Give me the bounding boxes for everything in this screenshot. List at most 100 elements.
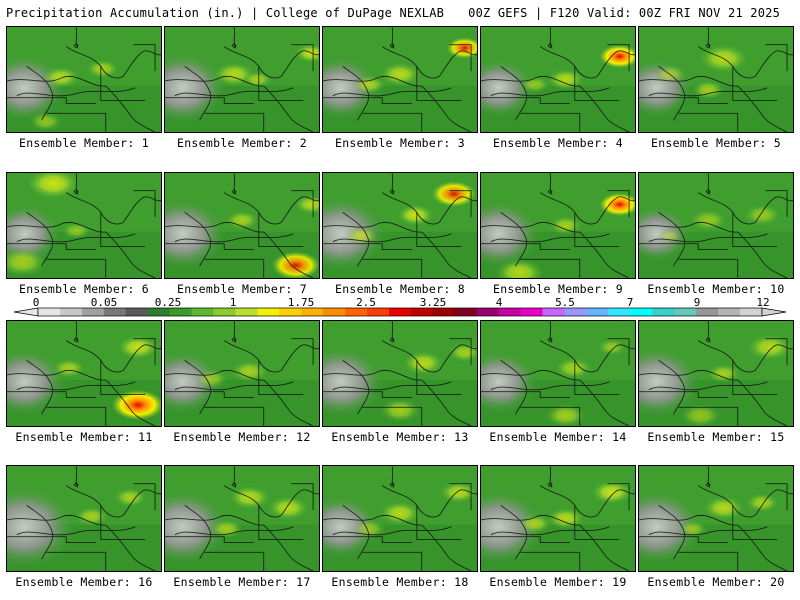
precip-maximum [52,359,85,378]
colorbar-segment [652,308,675,316]
precip-maximum [690,209,727,231]
colorbar-tick-label: 1 [229,296,237,309]
ensemble-member-map [6,465,162,572]
ensemble-member-label: Ensemble Member: 2 [176,136,308,150]
ensemble-member-map [6,172,162,279]
map-borders [323,466,477,571]
ensemble-member-label: Ensemble Member: 5 [650,136,782,150]
colorbar-segment [235,308,258,316]
low-precip-area [323,55,381,121]
colorbar-segment [81,308,105,316]
map-borders [481,466,635,571]
colorbar-segment [213,308,236,316]
precip-maximum [692,80,725,100]
precip-maximum [268,496,309,520]
colorbar-segment [520,308,543,316]
precip-colorbar [13,307,787,317]
precip-maximum [62,222,91,239]
ensemble-member-label: Ensemble Member: 6 [18,282,150,296]
precip-maximum [703,496,744,520]
ensemble-member-map [322,172,478,279]
map-borders [639,27,793,132]
colorbar-segment [542,308,565,316]
colorbar-segment [498,308,521,316]
colorbar-segment [301,308,324,316]
ensemble-member-label: Ensemble Member: 17 [173,575,311,589]
colorbar-segment [257,308,280,316]
precip-maximum [353,519,386,539]
map-borders [165,321,319,426]
precip-maximum [353,75,386,94]
precip-maximum [680,403,721,426]
colorbar-segment [740,308,763,316]
colorbar-tick-label: 9 [693,296,701,309]
precip-maximum [518,514,551,533]
ensemble-member-map [322,465,478,572]
precip-maximum [117,335,158,359]
colorbar-tick-label: 2.5 [356,296,376,309]
precip-maximum [744,204,781,226]
ensemble-member-label: Ensemble Member: 13 [331,430,469,444]
model-run-info: 00Z GEFS | F120 Valid: 00Z FRI NOV 21 20… [468,6,780,20]
ensemble-member-map [638,465,794,572]
colorbar-segment [103,308,127,316]
precip-maximum [591,480,632,504]
precip-maximum [195,369,228,388]
low-precip-area [481,488,546,566]
ensemble-member-map [638,172,794,279]
ensemble-member-label: Ensemble Member: 8 [334,282,466,296]
precip-maximum [678,520,707,538]
precip-maximum [545,403,586,426]
colorbar-segment [454,308,478,316]
ensemble-member-map [480,465,636,572]
colorbar-segment [323,308,346,316]
precip-maximum [29,112,62,131]
precip-maximum [431,181,476,207]
colorbar-tick-label: 12 [756,296,770,309]
colorbar-tick-label: 0 [32,296,40,309]
colorbar-tick-label: 4 [495,296,503,309]
low-precip-area [639,345,702,419]
ensemble-member-label: Ensemble Member: 14 [489,430,627,444]
precip-maximum [42,67,79,88]
precip-maximum [379,398,421,422]
colorbar-segment [367,308,390,316]
precip-maximum [549,216,582,235]
precip-maximum [440,481,477,503]
colorbar-segment [279,308,302,316]
low-precip-area [7,484,77,570]
precip-maximum [345,226,378,246]
low-precip-area [323,345,386,419]
low-precip-area [165,488,230,566]
colorbar-segment [674,308,697,316]
colorbar-segment [630,308,653,316]
ensemble-member-map [164,26,320,133]
low-precip-area [7,347,67,417]
map-borders [481,173,635,278]
low-precip-area [165,51,228,125]
precip-maximum [495,258,544,278]
colorbar-segment [59,308,83,316]
ensemble-member-map [480,26,636,133]
low-precip-area [165,197,228,271]
map-borders [481,27,635,132]
colorbar-segment [169,308,192,316]
precip-maximum [379,62,421,86]
map-borders [165,173,319,278]
colorbar-segment [345,308,368,316]
ensemble-member-map [164,320,320,427]
low-precip-area [323,494,381,560]
precip-maximum [403,351,444,375]
ensemble-member-map [6,320,162,427]
ensemble-member-label: Ensemble Member: 12 [173,430,311,444]
map-borders [323,173,477,278]
colorbar-segment [147,308,170,316]
map-borders [7,466,161,571]
colorbar-segment [586,308,609,316]
ensemble-member-map [322,26,478,133]
colorbar-segment [564,308,587,316]
ensemble-member-map [6,26,162,133]
precip-maximum [599,44,635,68]
colorbar-tick-label: 0.05 [90,296,118,309]
ensemble-member-map [164,465,320,572]
